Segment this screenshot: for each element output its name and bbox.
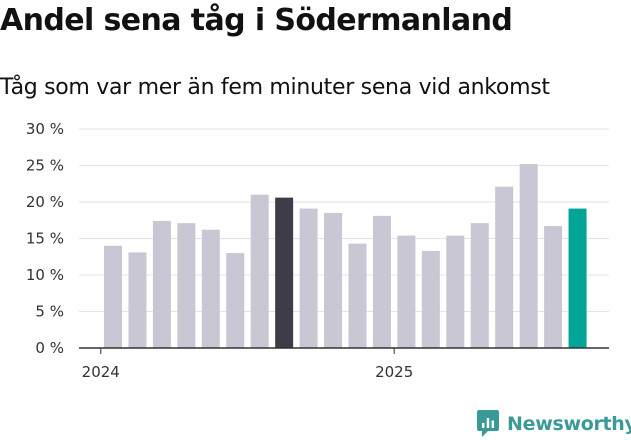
bar [348,243,367,348]
bar [250,194,269,348]
bar [568,208,587,348]
bar [372,215,391,348]
bar [128,252,147,348]
bar [397,235,416,348]
newsworthy-logo-icon [477,410,499,437]
bar [519,164,538,348]
bar [324,212,343,348]
bars [104,164,587,348]
bar [152,220,171,348]
chart-subtitle: Tåg som var mer än fem minuter sena vid … [0,75,550,100]
y-tick-label: 10 % [26,266,64,284]
bar [177,223,196,348]
bar [104,245,122,348]
x-tick-label: 2024 [82,363,120,381]
brand-name: Newsworthy [507,413,631,435]
bar [275,197,294,348]
y-tick-label: 5 % [35,303,64,321]
y-tick-label: 15 % [26,230,64,248]
bar [446,235,465,348]
bar [470,223,489,348]
y-axis-labels: 0 % 5 % 10 % 15 % 20 % 25 % 30 % [26,120,64,357]
y-tick-label: 20 % [26,193,64,211]
newsworthy-brand: Newsworthy [476,408,631,440]
bar [421,250,440,348]
bar [201,229,220,348]
y-tick-label: 30 % [26,120,64,138]
x-tick-label: 2025 [375,363,413,381]
bar [544,226,563,348]
bar [226,253,245,348]
y-tick-label: 0 % [35,339,64,357]
y-tick-label: 25 % [26,157,64,175]
chart-title: Andel sena tåg i Södermanland [0,3,513,38]
bar [299,208,318,348]
bar [495,186,514,348]
x-axis: 2024 2025 [79,347,609,381]
